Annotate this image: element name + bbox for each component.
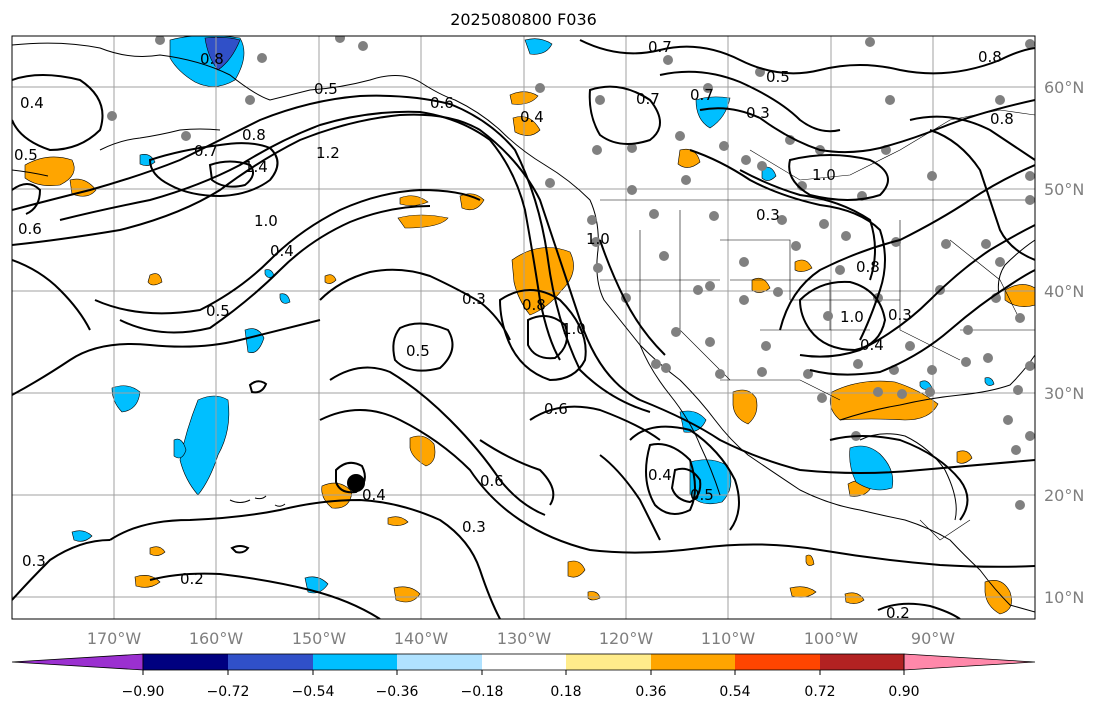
contour-label: 0.6 — [544, 400, 568, 418]
contour-label: 1.0 — [812, 166, 836, 184]
contour-label: 0.8 — [856, 258, 880, 276]
lon-label: 130°W — [497, 629, 552, 648]
colorbar-segment — [566, 654, 651, 670]
contour-label: 0.3 — [462, 518, 486, 536]
colorbar-tick-label: 0.36 — [635, 684, 666, 700]
contour-label: 0.6 — [430, 94, 454, 112]
lon-label: 100°W — [804, 629, 859, 648]
lon-label: 170°W — [87, 629, 142, 648]
contour-label: 0.4 — [20, 94, 44, 112]
contour-label: 0.3 — [22, 552, 46, 570]
contour-label: 0.4 — [520, 108, 544, 126]
lat-label: 60°N — [1044, 78, 1084, 97]
colorbar-extend-low — [11, 653, 144, 671]
state-borders — [600, 109, 1035, 541]
contour-label: 0.6 — [480, 472, 504, 490]
contour-label: 0.7 — [636, 90, 660, 108]
contour-label: 0.4 — [362, 486, 386, 504]
contour-label: 0.5 — [206, 302, 230, 320]
lon-label: 160°W — [189, 629, 244, 648]
contour-label: 0.3 — [756, 206, 780, 224]
colorbar-tick-label: −0.72 — [207, 684, 250, 700]
lon-label: 150°W — [292, 629, 347, 648]
map-frame — [11, 35, 1036, 620]
latitude-labels: 60°N 50°N 40°N 30°N 20°N 10°N — [1044, 78, 1084, 607]
contour-label: 0.8 — [978, 48, 1002, 66]
colorbar-segment — [397, 654, 482, 670]
colorbar-tick-label: −0.90 — [122, 684, 165, 700]
colorbar-tick-label: −0.36 — [376, 684, 419, 700]
colorbar-tick-label: −0.18 — [461, 684, 504, 700]
contour-label: 1.0 — [840, 308, 864, 326]
contour-label: 0.8 — [200, 50, 224, 68]
map-panel — [12, 36, 1035, 619]
lat-label: 20°N — [1044, 486, 1084, 505]
colorbar-segment — [735, 654, 820, 670]
storm-center-marker — [347, 474, 365, 492]
contour-label: 0.5 — [766, 68, 790, 86]
contour-label: 0.8 — [242, 126, 266, 144]
contour-label: 0.5 — [314, 80, 338, 98]
contour-label: 1.0 — [586, 230, 610, 248]
contour-label: 0.4 — [648, 466, 672, 484]
graticule — [12, 36, 1035, 619]
colorbar-extend-high — [903, 653, 1036, 671]
colorbar-segment — [820, 654, 904, 670]
contour-label: 0.3 — [462, 290, 486, 308]
lon-label: 90°W — [911, 629, 955, 648]
contour-label: 0.4 — [270, 242, 294, 260]
contour-label: 1.0 — [562, 320, 586, 338]
contour-label: 1.4 — [244, 158, 268, 176]
colorbar-segment — [313, 654, 397, 670]
contour-lines — [12, 39, 1035, 619]
colorbar-tick-label: 0.72 — [804, 684, 835, 700]
station-markers — [107, 36, 1035, 510]
colorbar-segment — [651, 654, 735, 670]
colorbar-segment — [482, 654, 566, 670]
contour-label: 0.7 — [194, 142, 218, 160]
contour-label: 0.7 — [690, 86, 714, 104]
colorbar-tick-label: 0.90 — [888, 684, 919, 700]
lon-label: 140°W — [394, 629, 449, 648]
colorbar-tick-label: 0.54 — [719, 684, 750, 700]
contour-label: 0.5 — [690, 486, 714, 504]
contour-label: 0.2 — [886, 604, 910, 622]
lat-label: 50°N — [1044, 180, 1084, 199]
contour-label: 0.6 — [18, 220, 42, 238]
lon-label: 120°W — [599, 629, 654, 648]
lat-label: 10°N — [1044, 588, 1084, 607]
contour-label: 1.2 — [316, 144, 340, 162]
colorbar: −0.90 −0.72 −0.54 −0.36 −0.18 0.18 0.36 … — [11, 653, 1036, 700]
colorbar-segment — [228, 654, 313, 670]
contour-label: 0.3 — [746, 104, 770, 122]
colorbar-segment — [143, 654, 228, 670]
contour-label: 0.5 — [14, 146, 38, 164]
lon-label: 110°W — [701, 629, 756, 648]
contour-label: 0.2 — [180, 570, 204, 588]
colorbar-tick-label: 0.18 — [550, 684, 581, 700]
contour-label: 0.3 — [888, 306, 912, 324]
contour-label: 0.8 — [990, 110, 1014, 128]
colorbar-tick-label: −0.54 — [292, 684, 335, 700]
contour-label: 0.5 — [406, 342, 430, 360]
lat-label: 40°N — [1044, 282, 1084, 301]
contour-label-group: 0.7 0.8 0.5 0.6 0.4 0.7 0.7 0.3 0.8 0.5 … — [14, 38, 1014, 622]
contour-label: 0.8 — [522, 296, 546, 314]
negative-anomaly-fills — [71, 36, 995, 594]
positive-anomaly-fills — [24, 91, 1035, 615]
contour-label: 1.0 — [254, 212, 278, 230]
map-title: 2025080800 F036 — [450, 10, 597, 29]
contour-label: 0.4 — [860, 336, 884, 354]
contour-label: 0.7 — [648, 38, 672, 56]
lat-label: 30°N — [1044, 384, 1084, 403]
longitude-labels: 170°W 160°W 150°W 140°W 130°W 120°W 110°… — [87, 629, 955, 648]
